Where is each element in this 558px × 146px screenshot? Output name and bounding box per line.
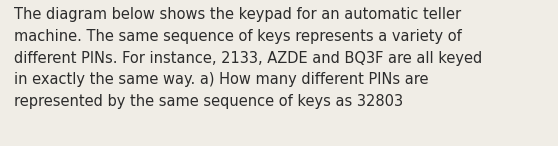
Text: The diagram below shows the keypad for an automatic teller
machine. The same seq: The diagram below shows the keypad for a… [14,7,482,109]
